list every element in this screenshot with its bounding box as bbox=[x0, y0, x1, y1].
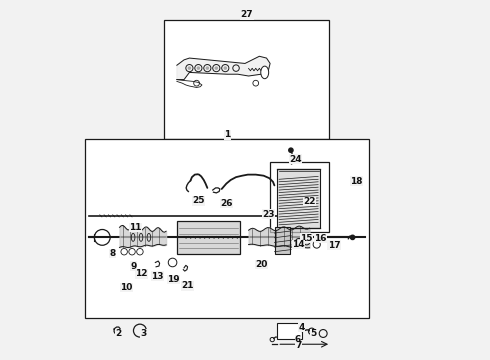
Bar bbox=[164, 21, 329, 139]
Text: 24: 24 bbox=[289, 155, 301, 164]
Bar bbox=[177, 221, 240, 253]
Text: 7: 7 bbox=[295, 341, 301, 350]
Circle shape bbox=[350, 235, 355, 239]
Text: 19: 19 bbox=[167, 275, 180, 284]
Text: 26: 26 bbox=[220, 199, 233, 208]
Text: 6: 6 bbox=[295, 335, 301, 344]
Text: 14: 14 bbox=[293, 240, 305, 249]
Circle shape bbox=[205, 66, 209, 70]
Bar bbox=[85, 139, 368, 318]
Bar bbox=[277, 169, 320, 228]
Bar bbox=[275, 226, 290, 253]
Text: 3: 3 bbox=[141, 329, 147, 338]
Text: 15: 15 bbox=[300, 234, 313, 243]
Text: 16: 16 bbox=[314, 234, 326, 243]
Text: 1: 1 bbox=[224, 130, 230, 139]
Text: 4: 4 bbox=[298, 323, 305, 332]
Text: 8: 8 bbox=[109, 249, 116, 258]
Text: 27: 27 bbox=[240, 10, 253, 20]
Bar bbox=[270, 162, 329, 232]
Ellipse shape bbox=[261, 66, 269, 79]
Text: 25: 25 bbox=[192, 196, 205, 205]
Text: 22: 22 bbox=[303, 197, 316, 206]
Text: 10: 10 bbox=[121, 283, 133, 292]
Text: 21: 21 bbox=[181, 281, 194, 290]
Text: 9: 9 bbox=[131, 262, 137, 271]
Bar bbox=[277, 323, 302, 338]
Text: 27: 27 bbox=[241, 10, 253, 19]
Text: 2: 2 bbox=[116, 329, 122, 338]
Text: 12: 12 bbox=[135, 269, 148, 278]
Text: 17: 17 bbox=[328, 241, 340, 250]
Text: 13: 13 bbox=[151, 271, 163, 280]
Circle shape bbox=[196, 66, 200, 70]
Text: 18: 18 bbox=[350, 176, 363, 185]
Text: 20: 20 bbox=[255, 260, 268, 269]
Text: 1: 1 bbox=[224, 130, 230, 140]
Circle shape bbox=[188, 66, 191, 70]
Text: 23: 23 bbox=[262, 210, 274, 219]
Circle shape bbox=[215, 66, 218, 70]
Circle shape bbox=[288, 147, 294, 153]
Polygon shape bbox=[177, 56, 270, 80]
Text: 11: 11 bbox=[129, 223, 142, 232]
Circle shape bbox=[223, 66, 227, 70]
Text: 5: 5 bbox=[310, 329, 316, 338]
